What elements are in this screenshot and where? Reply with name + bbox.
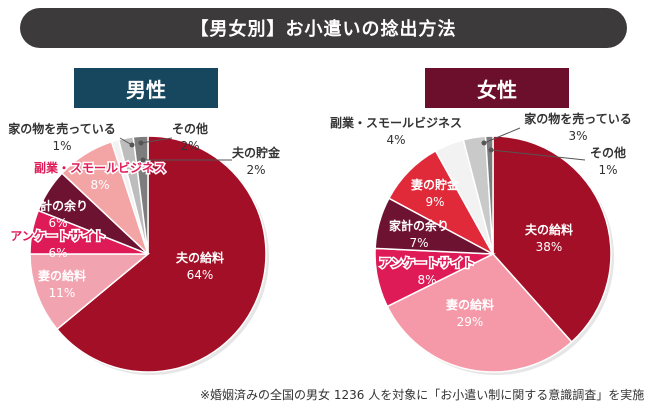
leader-dot xyxy=(140,157,146,163)
slice-value: 1% xyxy=(598,163,617,177)
slice-label: 夫の給料 xyxy=(175,250,224,265)
leader-dot xyxy=(488,147,494,153)
slice-value: 29% xyxy=(457,315,484,329)
slice-label: 妻の給料 xyxy=(38,268,86,283)
slice-value: 6% xyxy=(48,246,67,260)
chart-title: 【男女別】お小遣いの捻出方法 xyxy=(20,8,627,48)
slice-value: 8% xyxy=(417,273,436,287)
slice-value: 1% xyxy=(52,139,71,153)
leader-line xyxy=(483,127,521,144)
slice-value: 38% xyxy=(536,240,563,254)
pie-slice xyxy=(386,253,573,373)
leader-dot xyxy=(481,140,487,146)
slice-value: 3% xyxy=(568,129,587,143)
slice-value: 2% xyxy=(246,163,265,177)
slice-label: 家計の余り xyxy=(28,198,88,213)
slice-label: アンケートサイト xyxy=(379,256,475,270)
pie-slice xyxy=(484,135,494,255)
slice-value: 8% xyxy=(90,178,109,192)
slice-label: 副業・スモールビジネス xyxy=(34,160,166,175)
female-chart-title: 女性 xyxy=(425,68,569,108)
leader-dot xyxy=(129,142,135,148)
slice-value: 4% xyxy=(386,133,405,147)
slice-label: その他 xyxy=(590,145,626,160)
slice-value: 64% xyxy=(187,268,214,282)
slice-value: 2% xyxy=(180,139,199,153)
leader-dot xyxy=(138,140,144,146)
footnote: ※婚姻済みの全国の男女 1236 人を対象に「お小遣い制に関する意識調査」を実施 xyxy=(200,388,645,402)
slice-label: 副業・スモールビジネス xyxy=(330,115,462,130)
slice-value: 7% xyxy=(409,236,428,250)
slice-value: 9% xyxy=(425,195,444,209)
slice-label: 家の物を売っている xyxy=(8,121,115,136)
slice-label: 妻の貯金 xyxy=(411,177,460,192)
pie-slice xyxy=(492,135,612,343)
slice-value: 6% xyxy=(48,216,67,230)
slice-label: その他 xyxy=(172,121,208,136)
leader-line xyxy=(140,137,173,144)
slice-value: 11% xyxy=(49,286,76,300)
leader-line xyxy=(490,149,586,161)
slice-label: 妻の給料 xyxy=(446,297,494,312)
male-chart-title: 男性 xyxy=(74,68,218,108)
pie-slice xyxy=(132,135,149,255)
slice-label: アンケートサイト xyxy=(10,229,106,243)
slice-label: 家の物を売っている xyxy=(524,111,631,126)
slice-label: 夫の貯金 xyxy=(231,145,281,160)
pie-slice xyxy=(29,253,151,331)
slice-label: 家計の余り xyxy=(389,218,449,233)
pie-slice xyxy=(56,135,267,373)
slice-label: 夫の給料 xyxy=(524,222,573,237)
